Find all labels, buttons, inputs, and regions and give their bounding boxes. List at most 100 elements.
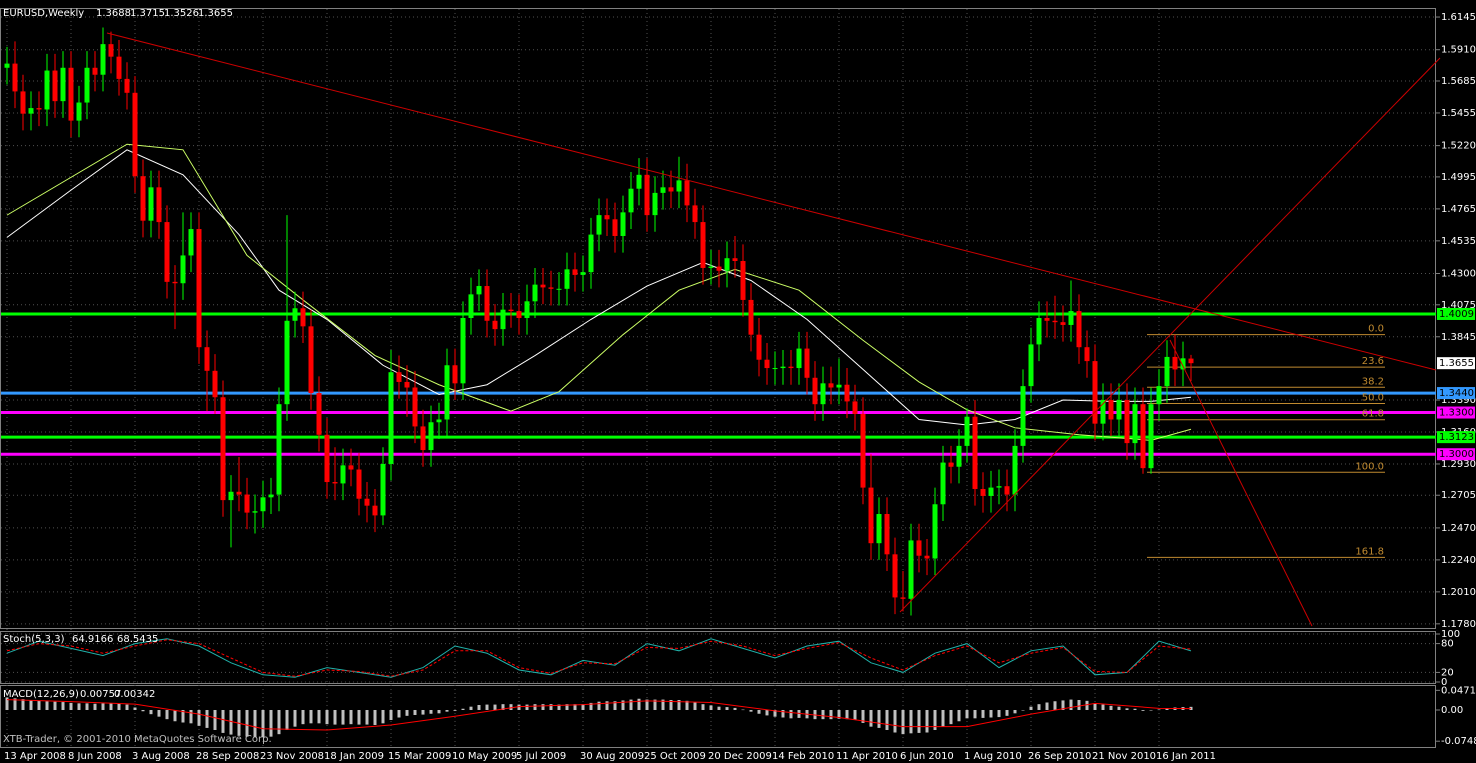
candle-body bbox=[916, 540, 922, 556]
y-tick-label: 100 bbox=[1441, 629, 1460, 640]
macd-bar bbox=[325, 710, 329, 725]
candle-body bbox=[396, 372, 402, 382]
macd-bar bbox=[693, 702, 697, 710]
candle-body bbox=[412, 387, 418, 427]
macd-bar bbox=[525, 704, 529, 710]
candle-body bbox=[212, 370, 218, 398]
macd-bar bbox=[581, 704, 585, 710]
candle-body bbox=[332, 482, 338, 484]
macd-bar bbox=[965, 710, 969, 719]
candle-body bbox=[564, 269, 570, 289]
candle-body bbox=[380, 463, 386, 516]
chart-title: EURUSD,Weekly bbox=[3, 8, 84, 19]
candle-body bbox=[972, 416, 978, 489]
candle-body bbox=[596, 215, 602, 235]
macd-bar bbox=[629, 699, 633, 710]
candle-body bbox=[476, 286, 482, 295]
candle-body bbox=[220, 397, 226, 501]
candle-body bbox=[1028, 344, 1034, 387]
candle-body bbox=[124, 78, 130, 93]
trend-line bbox=[899, 57, 1441, 613]
candle-body bbox=[772, 368, 778, 370]
candle-body bbox=[1044, 318, 1050, 321]
candle-body bbox=[716, 266, 722, 271]
macd-bar bbox=[1061, 700, 1065, 710]
candle-body bbox=[636, 174, 642, 189]
macd-bar bbox=[1069, 699, 1073, 710]
macd-bar bbox=[365, 710, 369, 725]
macd-title: MACD(12,26,9) bbox=[3, 689, 79, 700]
macd-bar bbox=[1013, 710, 1017, 714]
candle-body bbox=[28, 108, 34, 114]
y-tick-label: 0 bbox=[1441, 677, 1447, 688]
x-tick-label: 20 Dec 2009 bbox=[708, 751, 772, 762]
macd-bar bbox=[885, 710, 889, 730]
candle-body bbox=[852, 401, 858, 414]
candle-body bbox=[1076, 311, 1082, 348]
candle-body bbox=[1164, 356, 1170, 387]
x-tick-label: 26 Sep 2010 bbox=[1028, 751, 1091, 762]
stoch-line bbox=[6, 638, 1192, 678]
macd-bar bbox=[501, 704, 505, 710]
candle-body bbox=[452, 365, 458, 384]
macd-bar bbox=[261, 710, 265, 738]
trend-line bbox=[106, 32, 1437, 371]
candle-body bbox=[484, 286, 490, 321]
y-tick-label: 1.1780 bbox=[1441, 619, 1476, 630]
candle-body bbox=[692, 205, 698, 223]
macd-bar bbox=[1133, 708, 1137, 710]
x-tick-label: 15 Mar 2009 bbox=[388, 751, 451, 762]
macd-bar bbox=[437, 710, 441, 714]
fib-label: 161.8 bbox=[1355, 546, 1384, 557]
macd-bar bbox=[269, 710, 273, 737]
macd-bar bbox=[773, 710, 777, 717]
candle-body bbox=[1124, 400, 1130, 444]
candle-body bbox=[460, 318, 466, 384]
macd-bar bbox=[765, 710, 769, 716]
candle-body bbox=[996, 486, 1002, 488]
macd-bar bbox=[837, 710, 841, 719]
candle-body bbox=[1132, 404, 1138, 444]
candle-body bbox=[580, 272, 586, 275]
macd-bar bbox=[541, 704, 545, 710]
macd-bar bbox=[701, 704, 705, 710]
x-tick-label: 3 Aug 2008 bbox=[132, 751, 190, 762]
current-price-badge bbox=[1437, 357, 1475, 370]
candle-body bbox=[500, 309, 506, 330]
macd-bar bbox=[901, 710, 905, 735]
candle-body bbox=[100, 44, 106, 75]
candle-body bbox=[428, 422, 434, 451]
header-high: 1.3715 bbox=[130, 8, 165, 19]
macd-bar bbox=[21, 699, 25, 710]
x-tick-label: 30 Aug 2009 bbox=[580, 751, 644, 762]
y-tick-label: 1.4995 bbox=[1441, 172, 1476, 183]
level-badge bbox=[1437, 431, 1475, 444]
candle-body bbox=[1092, 361, 1098, 424]
candle-body bbox=[700, 222, 706, 268]
x-tick-label: 10 May 2009 bbox=[452, 751, 517, 762]
candle-body bbox=[548, 287, 554, 289]
candle-body bbox=[884, 514, 890, 555]
candle-body bbox=[1052, 320, 1058, 323]
macd-bar bbox=[1117, 706, 1121, 710]
macd-bar bbox=[861, 710, 865, 723]
macd-bar bbox=[285, 710, 289, 730]
macd-bar bbox=[101, 703, 105, 710]
macd-bar bbox=[557, 704, 561, 710]
candle-body bbox=[956, 445, 962, 467]
candle-body bbox=[740, 261, 746, 300]
candle-body bbox=[572, 269, 578, 275]
candle-body bbox=[492, 320, 498, 330]
candle-body bbox=[84, 67, 90, 103]
x-tick-label: 5 Jul 2009 bbox=[516, 751, 566, 762]
macd-bar bbox=[317, 710, 321, 724]
candle-body bbox=[1108, 400, 1114, 420]
candle-body bbox=[1036, 318, 1042, 345]
macd-bar bbox=[293, 710, 297, 727]
candle-body bbox=[140, 176, 146, 221]
macd-bar bbox=[989, 710, 993, 718]
macd-bar bbox=[213, 710, 217, 730]
macd-bar bbox=[429, 710, 433, 714]
macd-bar bbox=[189, 710, 193, 724]
moving-average bbox=[6, 149, 1192, 426]
